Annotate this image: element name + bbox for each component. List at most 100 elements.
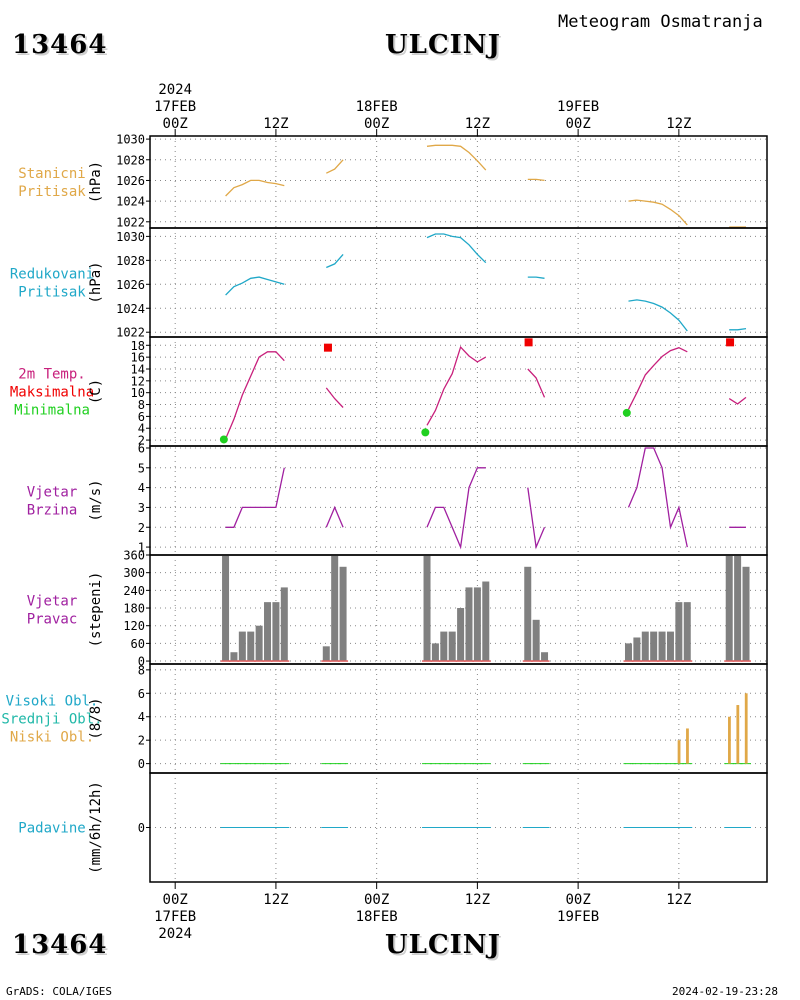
y-tick-label: 8 xyxy=(138,663,145,677)
y-tick-label: 60 xyxy=(131,637,145,651)
y-tick-label: 16 xyxy=(131,351,145,365)
panel-label: Brzina xyxy=(27,503,78,519)
y-tick-label: 180 xyxy=(123,602,145,616)
direction-bar xyxy=(725,555,733,662)
y-axis-label: (m/s) xyxy=(88,479,104,521)
x-date-label-bottom: 19FEB xyxy=(557,909,599,925)
series-line xyxy=(628,199,688,226)
y-tick-label: 1028 xyxy=(116,254,145,268)
series-line xyxy=(627,346,688,410)
x-date-label-top: 19FEB xyxy=(557,99,599,115)
y-tick-label: 6 xyxy=(138,410,145,424)
x-hour-label-top: 00Z xyxy=(163,116,188,132)
direction-bar xyxy=(457,608,465,662)
direction-bar xyxy=(222,555,230,662)
y-tick-label: 1030 xyxy=(116,230,145,244)
station-name-bottom: ULCINJ xyxy=(385,930,501,960)
y-tick-label: 3 xyxy=(138,501,145,515)
y-axis-label: (stepeni) xyxy=(88,572,104,648)
y-tick-label: 2 xyxy=(138,521,145,535)
panel-frame xyxy=(149,663,768,774)
panel-label: Padavine xyxy=(18,821,85,837)
series-line xyxy=(225,276,285,296)
y-tick-label: 2 xyxy=(138,434,145,448)
station-id-bottom: 13464 xyxy=(12,930,108,960)
y-axis-label: (8/8) xyxy=(88,697,104,739)
series-line xyxy=(325,505,344,528)
y-axis-label: (mm/6h/12h) xyxy=(88,781,104,874)
direction-bar xyxy=(675,602,683,662)
direction-bar xyxy=(431,643,439,662)
series-line xyxy=(225,179,285,197)
y-tick-label: 14 xyxy=(131,362,145,376)
y-tick-label: 300 xyxy=(123,566,145,580)
direction-bar xyxy=(423,555,431,662)
y-tick-label: 1024 xyxy=(116,302,145,316)
panel-label: Vjetar xyxy=(27,485,78,501)
y-tick-label: 6 xyxy=(138,687,145,701)
panel-label: Stanicni xyxy=(18,166,85,182)
series-line xyxy=(527,487,546,550)
direction-bar xyxy=(641,631,649,662)
panel-label: Pritisak xyxy=(18,285,86,301)
station-id-top: 13464 xyxy=(12,30,108,60)
y-tick-label: 0 xyxy=(138,821,145,835)
direction-bar xyxy=(272,602,280,662)
panel-label: Pritisak xyxy=(18,184,86,200)
low-cloud-bar xyxy=(736,705,740,764)
x-hour-label-top: 12Z xyxy=(465,116,490,132)
x-hour-label-top: 12Z xyxy=(666,116,691,132)
x-hour-label-bottom: 12Z xyxy=(465,892,490,908)
direction-bar xyxy=(482,581,490,662)
x-hour-label-bottom: 12Z xyxy=(263,892,288,908)
direction-bar xyxy=(624,643,632,662)
panel-label: Minimalna xyxy=(14,403,90,419)
y-axis-label: (hPa) xyxy=(88,261,104,303)
series-line xyxy=(426,345,487,426)
series-line xyxy=(729,327,747,331)
panel-label: Srednji Obl. xyxy=(1,712,102,728)
y-tick-label: 18 xyxy=(131,339,145,353)
x-hour-label-top: 12Z xyxy=(263,116,288,132)
y-tick-label: 360 xyxy=(123,549,145,563)
direction-bar xyxy=(238,631,246,662)
series-line xyxy=(326,159,344,174)
series-line xyxy=(527,368,546,398)
year-label-top: 2024 xyxy=(158,82,192,98)
direction-bar xyxy=(339,566,347,662)
tmin-marker xyxy=(219,435,228,444)
y-tick-label: 1026 xyxy=(116,278,145,292)
series-line xyxy=(728,396,747,405)
y-tick-label: 8 xyxy=(138,398,145,412)
x-hour-label-bottom: 12Z xyxy=(666,892,691,908)
direction-bar xyxy=(541,652,549,662)
x-date-label-top: 17FEB xyxy=(154,99,196,115)
footer-timestamp: 2024-02-19-23:28 xyxy=(672,985,778,998)
tmax-marker xyxy=(323,343,332,352)
series-line xyxy=(628,299,688,332)
direction-bar xyxy=(666,631,674,662)
y-tick-label: 120 xyxy=(123,619,145,633)
year-label-bottom: 2024 xyxy=(158,926,192,942)
panel-label: Pravac xyxy=(27,612,78,628)
x-hour-label-top: 00Z xyxy=(565,116,590,132)
x-hour-label-bottom: 00Z xyxy=(565,892,590,908)
tmin-marker xyxy=(622,408,631,417)
y-tick-label: 1022 xyxy=(116,215,145,229)
direction-bar xyxy=(264,602,272,662)
y-tick-label: 1030 xyxy=(116,133,145,147)
y-tick-label: 1026 xyxy=(116,174,145,188)
y-tick-label: 1022 xyxy=(116,326,145,340)
direction-bar xyxy=(322,646,330,662)
y-tick-label: 1024 xyxy=(116,195,145,209)
x-date-label-bottom: 18FEB xyxy=(356,909,398,925)
direction-bar xyxy=(473,587,481,662)
panel-frame xyxy=(149,135,768,229)
series-line xyxy=(225,467,285,528)
direction-bar xyxy=(230,652,238,662)
panel-label: Niski Obl. xyxy=(10,730,94,746)
y-tick-label: 12 xyxy=(131,374,145,388)
tmax-marker xyxy=(726,338,735,347)
